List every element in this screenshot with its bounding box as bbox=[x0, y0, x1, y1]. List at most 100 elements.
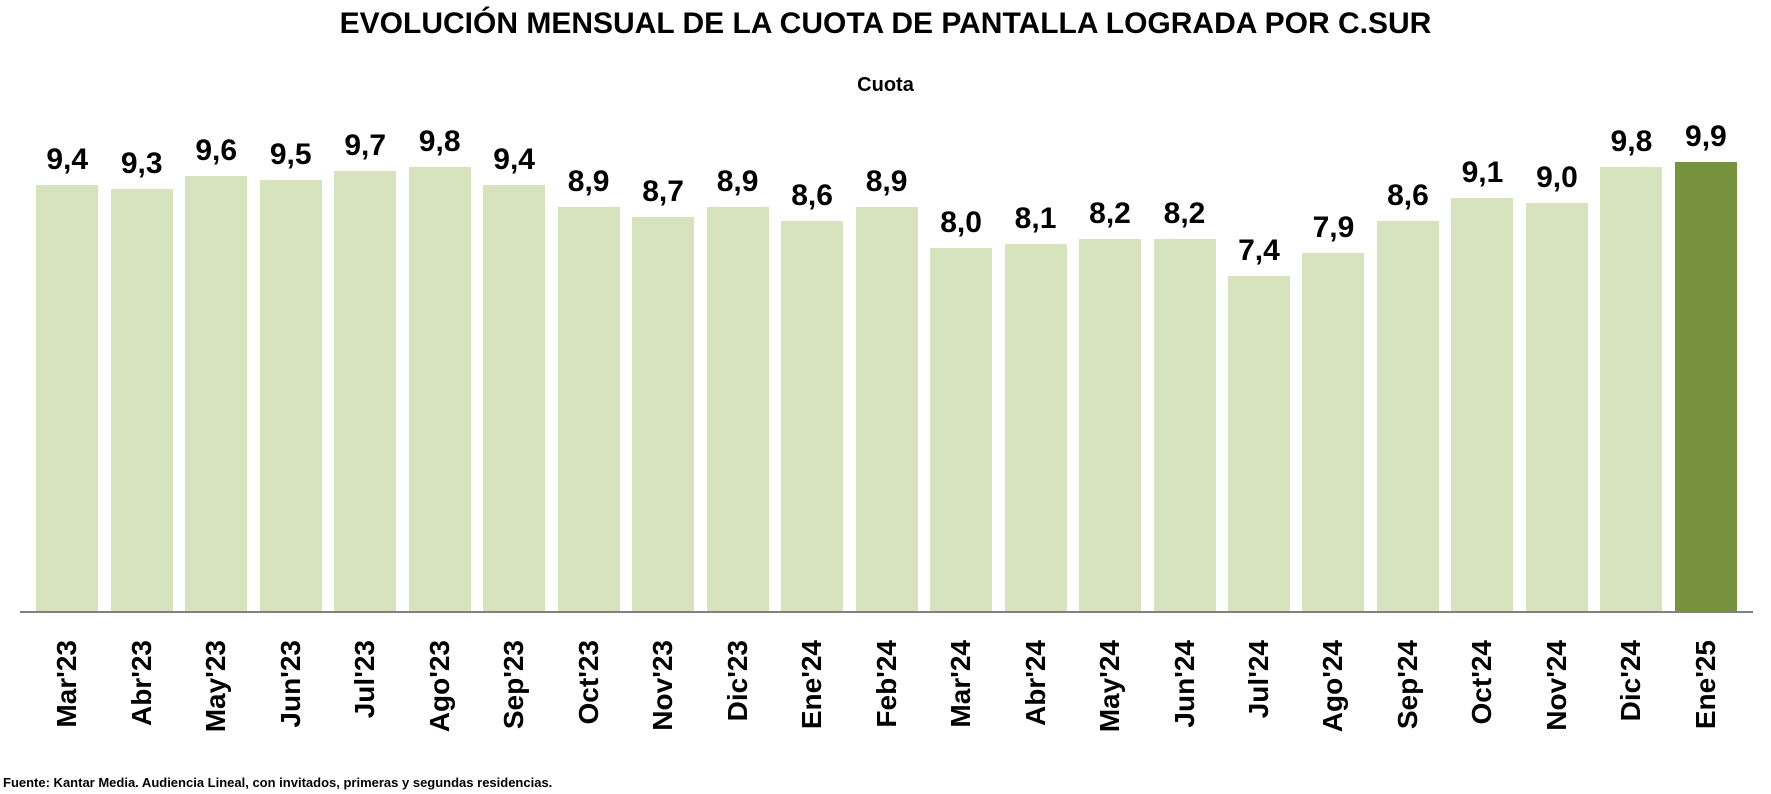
bar bbox=[1079, 239, 1142, 612]
x-axis-label: Jun'23 bbox=[274, 640, 306, 728]
bar-value-label: 9,7 bbox=[344, 129, 387, 162]
x-axis-label: Dic'23 bbox=[721, 640, 753, 722]
bar bbox=[1153, 239, 1216, 612]
x-label-cell: May'24 bbox=[1073, 613, 1147, 768]
x-label-cell: Jun'24 bbox=[1147, 613, 1221, 768]
bar bbox=[855, 207, 918, 612]
x-label-cell: Ene'24 bbox=[775, 613, 849, 768]
x-label-cell: Dic'24 bbox=[1594, 613, 1668, 768]
bar-value-label: 9,5 bbox=[269, 138, 312, 171]
x-axis-label: Dic'24 bbox=[1615, 640, 1647, 722]
x-label-cell: Jul'24 bbox=[1222, 613, 1296, 768]
bar-value-label: 8,0 bbox=[940, 206, 982, 239]
bar bbox=[1227, 276, 1290, 612]
bar bbox=[930, 248, 993, 612]
bar-column: 9,4 bbox=[30, 112, 104, 612]
bar-value-label: 8,2 bbox=[1163, 197, 1206, 230]
x-label-cell: Abr'24 bbox=[998, 613, 1072, 768]
bar-column: 8,1 bbox=[998, 112, 1072, 612]
x-axis-label: Sep'24 bbox=[1391, 640, 1423, 730]
bar-column: 8,2 bbox=[1073, 112, 1147, 612]
bar bbox=[259, 180, 322, 612]
bar bbox=[1451, 198, 1514, 612]
bar-column: 8,0 bbox=[924, 112, 998, 612]
bar-column: 9,8 bbox=[402, 112, 476, 612]
chart-title: EVOLUCIÓN MENSUAL DE LA CUOTA DE PANTALL… bbox=[339, 7, 1432, 40]
x-axis-label: Nov'23 bbox=[647, 640, 679, 731]
bar-value-label: 9,6 bbox=[195, 134, 238, 167]
x-axis-label: Ene'25 bbox=[1689, 640, 1721, 730]
bar bbox=[781, 221, 844, 612]
bar-value-label: 9,8 bbox=[1610, 125, 1653, 158]
x-label-cell: Mar'24 bbox=[924, 613, 998, 768]
bar-column: 9,5 bbox=[253, 112, 327, 612]
bar-value-label: 8,1 bbox=[1014, 202, 1057, 235]
x-axis-label: Mar'24 bbox=[945, 640, 977, 728]
bar bbox=[557, 207, 620, 612]
bar-column: 8,7 bbox=[626, 112, 700, 612]
x-axis-label: Oct'23 bbox=[572, 640, 604, 725]
x-axis-label: Ago'24 bbox=[1317, 640, 1349, 733]
x-label-cell: Ago'23 bbox=[402, 613, 476, 768]
bar bbox=[1600, 167, 1663, 612]
x-axis-label: Ene'24 bbox=[796, 640, 828, 730]
bar-highlighted bbox=[1674, 162, 1737, 612]
bar-value-label: 9,3 bbox=[120, 147, 163, 180]
x-label-cell: Ene'25 bbox=[1669, 613, 1743, 768]
bar-column: 8,6 bbox=[775, 112, 849, 612]
x-axis-line bbox=[20, 611, 1753, 613]
x-axis-label: Oct'24 bbox=[1466, 640, 1498, 725]
bar-value-label: 9,8 bbox=[418, 125, 461, 158]
x-label-cell: Sep'23 bbox=[477, 613, 551, 768]
bar bbox=[1525, 203, 1588, 612]
bar-value-label: 8,6 bbox=[791, 179, 833, 212]
x-axis-label: Sep'23 bbox=[498, 640, 530, 730]
bar-column: 9,6 bbox=[179, 112, 253, 612]
bar bbox=[1376, 221, 1439, 612]
x-axis-label: May'24 bbox=[1094, 640, 1126, 733]
bar-value-label: 9,0 bbox=[1536, 161, 1578, 194]
x-axis-label: Mar'23 bbox=[51, 640, 83, 728]
bar-value-label: 8,2 bbox=[1089, 197, 1131, 230]
x-axis-label: Abr'24 bbox=[1019, 640, 1051, 727]
bar-column: 9,8 bbox=[1594, 112, 1668, 612]
x-label-cell: Feb'24 bbox=[849, 613, 923, 768]
bar bbox=[632, 217, 695, 612]
bar-column: 9,7 bbox=[328, 112, 402, 612]
x-label-cell: Abr'23 bbox=[104, 613, 178, 768]
x-axis-label: Feb'24 bbox=[870, 640, 902, 728]
bars-area: 9,4 9,3 9,6 9,5 9,7 9,8 9,4 8,9 8,7 8,9 8,6 8,9 8,0 8… bbox=[30, 112, 1743, 612]
source-note: Fuente: Kantar Media. Audiencia Lineal, … bbox=[3, 775, 553, 790]
bar-column: 7,9 bbox=[1296, 112, 1370, 612]
x-label-cell: Nov'24 bbox=[1520, 613, 1594, 768]
x-label-cell: Dic'23 bbox=[700, 613, 774, 768]
x-label-cell: Mar'23 bbox=[30, 613, 104, 768]
bar-value-label: 9,4 bbox=[493, 143, 535, 176]
x-axis-label: Jun'24 bbox=[1168, 640, 1200, 728]
bar bbox=[483, 185, 546, 612]
x-axis-label: Abr'23 bbox=[125, 640, 157, 727]
x-axis-label: May'23 bbox=[200, 640, 232, 733]
bar-value-label: 8,9 bbox=[716, 165, 759, 198]
bar-column: 8,9 bbox=[551, 112, 625, 612]
bar-column: 9,3 bbox=[104, 112, 178, 612]
bar-column: 9,4 bbox=[477, 112, 551, 612]
x-axis-label: Jul'24 bbox=[1242, 640, 1274, 719]
x-label-cell: Sep'24 bbox=[1371, 613, 1445, 768]
bar-value-label: 9,4 bbox=[46, 143, 89, 176]
x-axis-label: Ago'23 bbox=[423, 640, 455, 733]
bar bbox=[334, 171, 397, 612]
bar bbox=[408, 167, 471, 612]
bar-column: 8,2 bbox=[1147, 112, 1221, 612]
x-axis-label: Jul'23 bbox=[349, 640, 381, 719]
bar-column: 8,6 bbox=[1371, 112, 1445, 612]
bar-value-label: 8,9 bbox=[567, 165, 610, 198]
bar bbox=[185, 176, 248, 612]
x-label-cell: Jun'23 bbox=[253, 613, 327, 768]
x-label-cell: Ago'24 bbox=[1296, 613, 1370, 768]
bar-column: 7,4 bbox=[1222, 112, 1296, 612]
bar-column: 9,0 bbox=[1520, 112, 1594, 612]
bar bbox=[706, 207, 769, 612]
bar-value-label: 7,9 bbox=[1312, 211, 1355, 244]
